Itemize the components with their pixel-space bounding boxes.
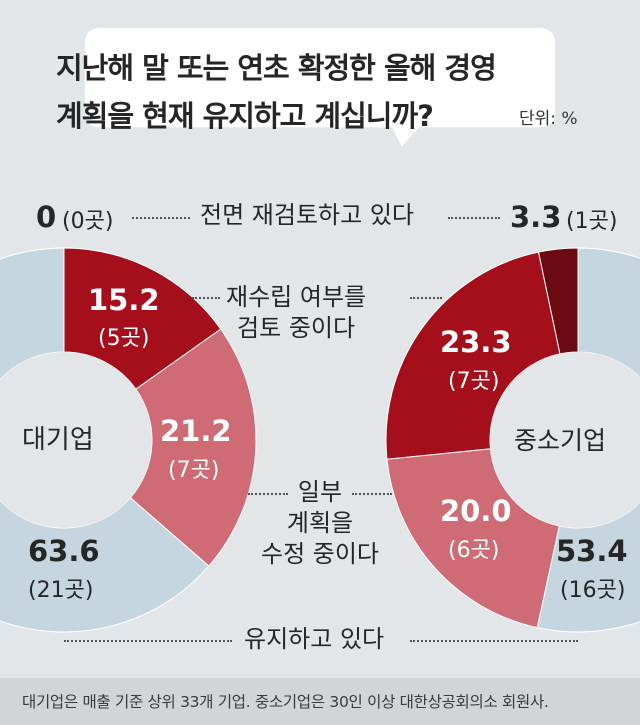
value-label-large-reestablish: 15.2 <box>88 283 160 317</box>
leader-line-partial-left <box>248 493 288 495</box>
category-label-reestablish: 재수립 여부를 검토 중이다 <box>226 282 366 344</box>
chart-title-line-1: 지난해 말 또는 연초 확정한 올해 경영 <box>56 51 497 85</box>
category-label-full-review: 전면 재검토하고 있다 <box>200 201 414 229</box>
count-label-large-full-review: (0곳) <box>62 209 114 234</box>
series-label-sme: 중소기업 <box>514 426 607 455</box>
series-label-large: 대기업 <box>22 425 94 455</box>
category-label-partial-revision-line-2: 계획을 <box>286 509 354 537</box>
count-label-sme-full-review: (1곳) <box>566 209 618 234</box>
leader-line-reestablish-right <box>410 297 442 299</box>
count-label-large-reestablish: (5곳) <box>98 326 150 351</box>
leader-line-maintain-left <box>64 640 232 642</box>
leader-line-maintain-right <box>410 640 578 642</box>
category-label-reestablish-line-2: 검토 중이다 <box>237 314 356 342</box>
value-label-sme-partial: 20.0 <box>440 494 512 528</box>
count-label-sme-reestablish: (7곳) <box>448 369 500 394</box>
category-label-partial-revision-line-3: 수정 중이다 <box>260 540 380 568</box>
footnote: 대기업은 매출 기준 상위 33개 기업. 중소기업은 30인 이상 대한상공회… <box>22 693 549 711</box>
category-label-maintain: 유지하고 있다 <box>244 625 385 653</box>
question-bubble <box>84 28 556 147</box>
count-label-large-maintain: (21곳) <box>28 578 94 603</box>
donut-hole-sme <box>490 352 640 528</box>
count-label-sme-partial: (6곳) <box>448 538 500 563</box>
leader-line-full-review-right <box>448 217 500 219</box>
donut-hole-large <box>0 352 152 528</box>
value-label-large-maintain: 63.6 <box>28 534 100 568</box>
count-label-large-partial: (7곳) <box>168 458 220 483</box>
value-label-sme-reestablish: 23.3 <box>440 325 512 359</box>
category-label-reestablish-line-1: 재수립 여부를 <box>226 283 367 311</box>
leader-line-reestablish-left <box>192 297 220 299</box>
leader-line-partial-right <box>352 493 392 495</box>
slice-sme-partial <box>386 448 560 629</box>
value-label-large-full-review: 0 <box>36 200 57 234</box>
category-label-partial-revision: 일부 계획을 수정 중이다 <box>252 477 388 570</box>
leader-line-full-review-left <box>132 217 190 219</box>
value-label-large-partial: 21.2 <box>160 414 232 448</box>
count-label-sme-maintain: (16곳) <box>560 578 626 603</box>
unit-label: 단위: % <box>519 109 578 129</box>
category-label-partial-revision-line-1: 일부 <box>297 478 343 506</box>
slice-sme-reestablish <box>385 251 561 460</box>
value-label-sme-maintain: 53.4 <box>556 534 628 568</box>
slice-sme-maintain <box>536 247 640 633</box>
chart-title-line-2: 계획을 현재 유지하고 계십니까? <box>56 99 434 133</box>
footer-bar: 대기업은 매출 기준 상위 33개 기업. 중소기업은 30인 이상 대한상공회… <box>0 678 640 725</box>
value-label-sme-full-review: 3.3 <box>510 200 562 234</box>
